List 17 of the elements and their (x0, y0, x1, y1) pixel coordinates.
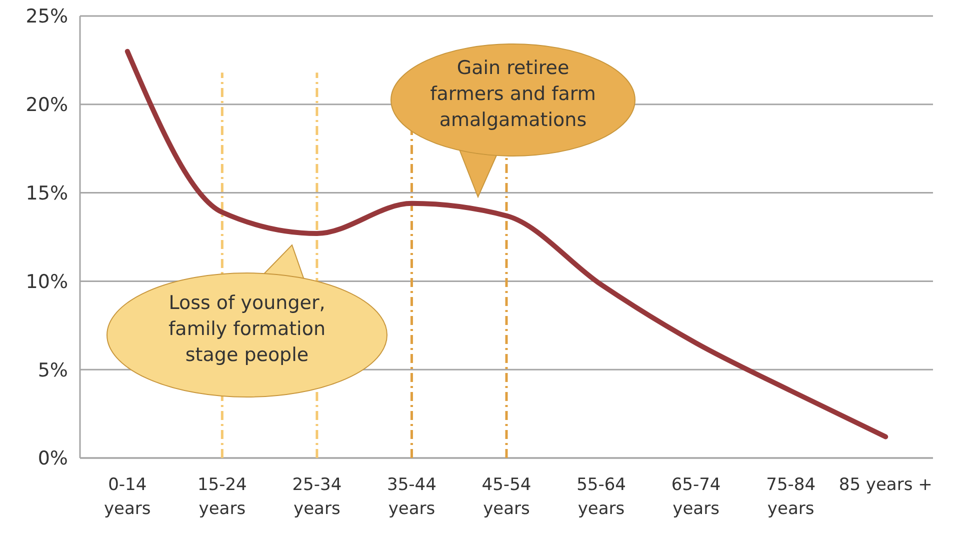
annotation: Gain retiree farmers and farm amalgamations (430, 57, 596, 131)
x-tick-label: 15-24 years (197, 475, 247, 519)
y-tick-label: 15% (26, 182, 68, 204)
x-tick-label: 65-74 years (671, 475, 721, 519)
x-tick-label: 25-34 years (292, 475, 342, 519)
x-tick-label: 45-54 years (482, 475, 532, 519)
x-tick-label: 75-84 years (766, 475, 816, 519)
y-tick-label: 5% (38, 359, 68, 382)
annotation: Loss of younger, family formation stage people (168, 292, 326, 366)
y-tick-label: 20% (26, 94, 68, 116)
x-tick-label: 85 years + (838, 475, 932, 495)
y-tick-label: 0% (38, 448, 68, 470)
y-tick-label: 10% (26, 270, 68, 293)
y-tick-label: 25% (26, 6, 68, 28)
x-tick-label: 0-14 years (104, 475, 151, 519)
x-tick-label: 35-44 years (387, 475, 436, 519)
x-tick-label: 55-64 years (576, 475, 626, 519)
